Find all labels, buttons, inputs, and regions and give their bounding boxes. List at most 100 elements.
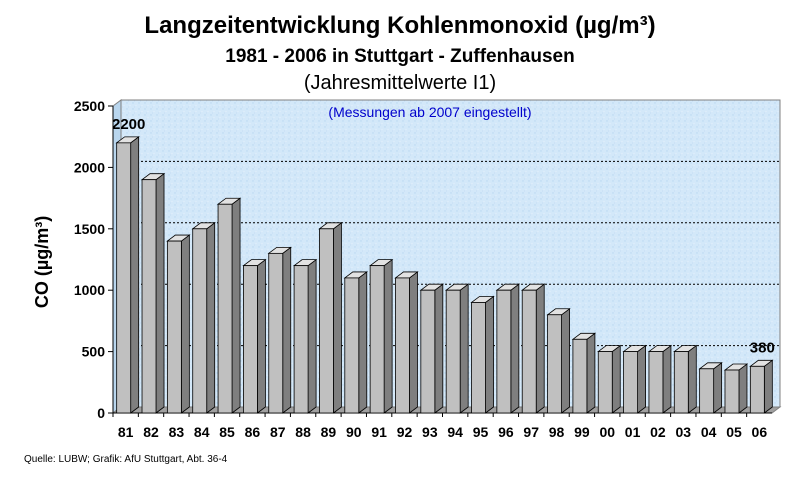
bar-front [724,369,740,414]
bar-side [383,258,393,414]
bar-side [713,361,723,414]
y-axis-label: CO (µg/m³) [32,216,52,308]
bar-91 [368,258,394,414]
x-tick-label: 97 [523,424,539,440]
x-tick-label: 81 [118,424,134,440]
bar-front [420,289,436,414]
y-tick-label: 500 [82,344,106,360]
bar-84 [191,222,216,414]
source-note: Quelle: LUBW; Grafik: AfU Stuttgart, Abt… [24,454,228,465]
bar-side [333,222,342,414]
bar-83 [166,234,191,414]
chart-subtitle-2: (Jahresmittelwerte I1) [303,72,497,94]
x-tick-label: 05 [726,424,742,440]
bar-front [496,289,512,414]
x-tick-label: 94 [447,424,463,440]
x-tick-label: 90 [346,424,362,440]
chart-subtitle: 1981 - 2006 in Stuttgart - Zuffenhausen [225,46,575,67]
bar-front [217,203,233,414]
bar-side [611,344,621,414]
bar-05 [723,363,749,414]
bar-front [141,179,157,414]
x-tick-label: 99 [574,424,590,440]
bar-side [358,271,368,414]
y-tick-label: 2000 [74,159,105,175]
x-tick-label: 86 [245,424,261,440]
bar-side [459,283,469,414]
bars [115,136,774,414]
bar-front [673,351,689,414]
bar-front [116,142,132,414]
bar-side [637,344,646,414]
bar-front [648,351,664,414]
bar-02 [647,344,673,414]
bar-94 [444,283,470,414]
bar-side [307,258,317,414]
bar-side [485,295,494,414]
bar-88 [292,258,318,414]
x-tick-label: 83 [169,424,185,440]
bar-side [586,332,596,414]
data-label: 380 [750,339,775,356]
bar-front [166,240,182,414]
bar-side [231,197,241,414]
bar-side [257,258,266,414]
x-tick-label: 89 [321,424,337,440]
x-tick-label: 95 [473,424,489,440]
bar-00 [597,344,622,414]
bar-front [192,228,208,414]
x-tick-label: 85 [219,424,235,440]
bar-93 [419,283,445,414]
bar-side [130,136,140,414]
data-label: 2200 [112,116,145,133]
bar-front [344,277,360,414]
bar-side [561,307,570,414]
bar-89 [318,222,343,414]
bar-front [521,289,537,414]
bar-front [243,265,258,414]
bar-side [180,234,190,414]
bar-front [699,368,715,414]
bar-front [319,228,334,414]
bar-96 [495,283,521,414]
bar-side [535,283,545,414]
bar-01 [622,344,647,414]
bar-95 [470,295,495,414]
annotation-text: (Messungen ab 2007 eingestellt) [328,104,531,120]
bar-side [763,359,773,414]
bar-front [395,277,410,414]
y-tick-label: 1000 [74,282,105,298]
x-tick-label: 82 [143,424,159,440]
bar-92 [394,271,419,414]
x-tick-label: 04 [701,424,717,440]
bar-side [687,344,697,414]
bar-front [445,289,461,414]
bar-front [369,265,385,414]
bar-side [510,283,520,414]
y-tick-label: 1500 [74,221,105,237]
x-tick-label: 93 [422,424,438,440]
bar-90 [343,271,368,414]
bar-front [623,351,638,414]
x-tick-label: 96 [498,424,514,440]
x-tick-label: 98 [549,424,565,440]
bar-front [597,351,613,414]
x-tick-label: 84 [194,424,210,440]
bar-98 [546,307,571,414]
x-tick-label: 92 [397,424,413,440]
x-tick-label: 88 [295,424,311,440]
bar-04 [698,361,723,414]
bar-85 [216,197,242,414]
bar-side [662,344,672,414]
x-tick-label: 06 [752,424,768,440]
x-tick-label: 03 [675,424,691,440]
bar-front [293,265,309,414]
bar-97 [521,283,546,414]
bar-82 [140,172,166,414]
bar-86 [242,258,267,414]
bar-front [547,314,562,414]
bar-side [282,246,292,414]
bar-87 [267,246,292,414]
bar-03 [673,344,698,414]
